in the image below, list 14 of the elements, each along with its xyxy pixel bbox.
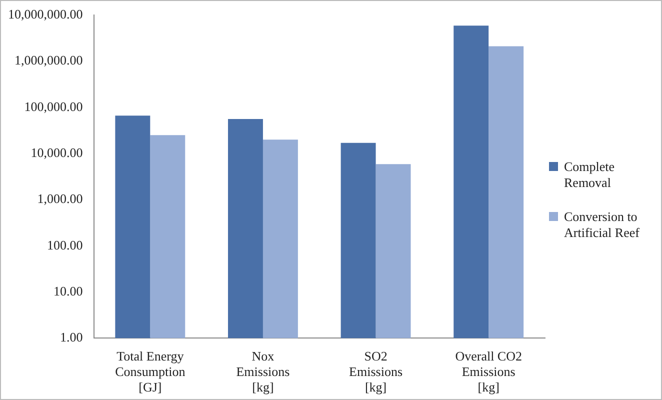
y-tick-label: 10.00 <box>54 283 83 298</box>
y-tick-label: 100.00 <box>47 237 83 252</box>
y-tick-label: 100,000.00 <box>24 98 83 114</box>
y-tick-label: 10,000.00 <box>30 144 83 160</box>
y-tick-label: 10,000,000.00 <box>8 6 83 22</box>
legend-label: Complete Removal <box>564 159 616 191</box>
y-tick-label: 1,000,000.00 <box>14 52 83 68</box>
legend-label: Conversion to Artificial Reef <box>564 209 640 241</box>
x-tick-label: Nox Emissions [kg] <box>236 348 290 395</box>
x-tick-label: SO2 Emissions [kg] <box>349 348 403 395</box>
x-tick-label: Total Energy Consumption [GJ] <box>115 348 186 395</box>
y-tick-label: 1,000.00 <box>37 191 83 206</box>
x-tick-label: Overall CO2 Emissions [kg] <box>455 348 522 395</box>
y-tick-label: 1.00 <box>60 330 83 345</box>
